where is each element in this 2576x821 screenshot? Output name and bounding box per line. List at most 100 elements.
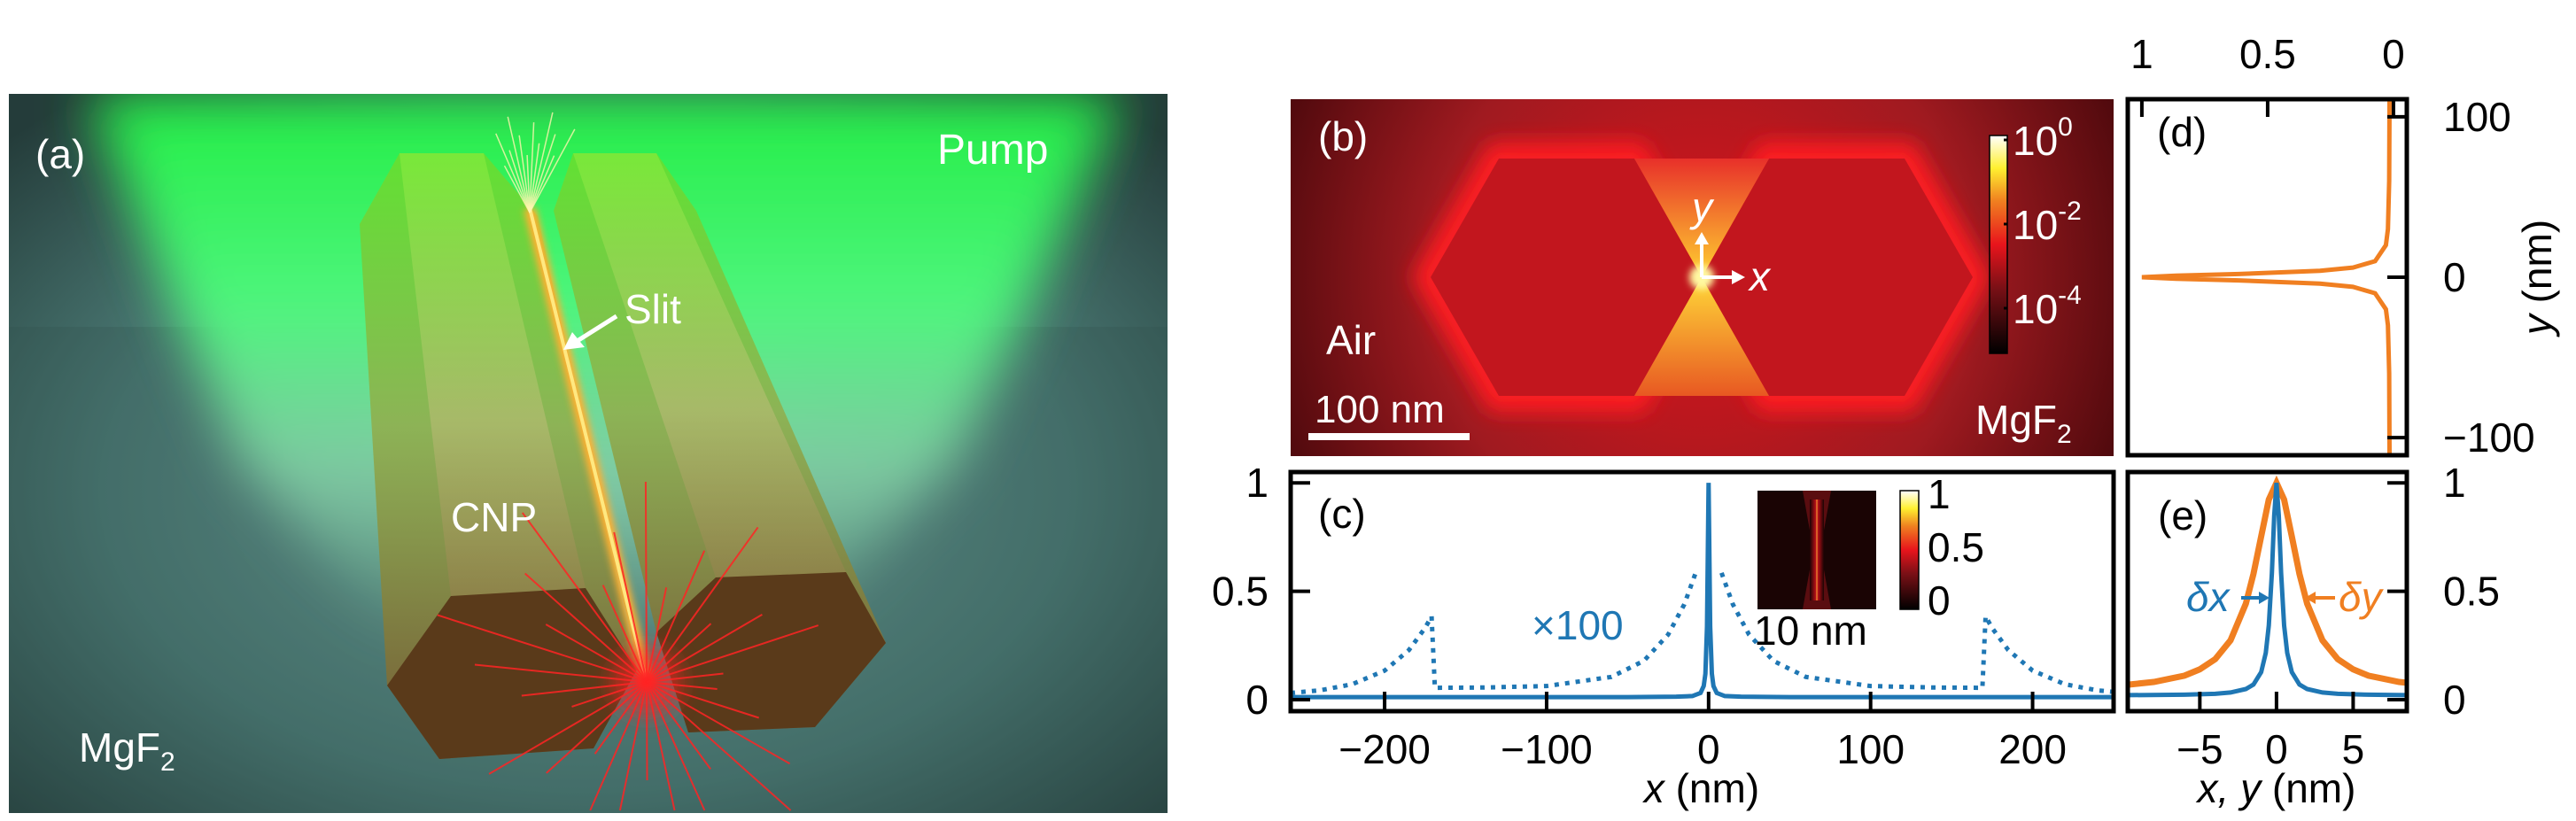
sparkle-ray <box>507 116 531 213</box>
colorbar-ticks: 100 10-2 10-4 <box>2004 112 2082 332</box>
sparkle-ray <box>529 128 576 213</box>
emission-ray <box>589 681 648 811</box>
sparkle-ray <box>529 155 555 213</box>
inset-colorbar-tick-label: 0.5 <box>1928 524 1984 570</box>
emission-ray <box>646 526 759 683</box>
emission-ray <box>646 681 759 719</box>
panel-label-e: (e) <box>2158 492 2207 538</box>
slit-line <box>528 207 648 683</box>
x-tick-label: 200 <box>1998 726 2067 772</box>
emission-ray <box>594 681 648 755</box>
emission-ray <box>601 585 648 683</box>
emission-ray <box>488 681 648 775</box>
x-tick-label: −100 <box>1501 726 1593 772</box>
substrate-label-a: MgF2 <box>79 724 175 777</box>
sparkle-ray <box>495 133 531 213</box>
y-arrow-head <box>1695 232 1709 244</box>
scalebar-label: 100 nm <box>1315 388 1445 431</box>
inset-colorbar <box>1899 490 1920 610</box>
delta-y-label: δy <box>2339 574 2385 620</box>
x-tick-label: 0 <box>2382 31 2405 77</box>
emission-ray <box>646 623 712 683</box>
emission-ray <box>524 572 648 683</box>
panel-label-d: (d) <box>2157 109 2207 155</box>
emission-ray <box>613 531 648 683</box>
delta-x-label: δx <box>2186 574 2231 620</box>
sparkle-ray <box>503 165 531 213</box>
x-tick-label: 0 <box>1697 726 1720 772</box>
y-tick-label: 1 <box>2443 460 2466 506</box>
emission-ray <box>646 681 676 811</box>
slit-gap-top <box>1634 159 1769 277</box>
scalebar <box>1308 433 1470 440</box>
panel-label-b: (b) <box>1318 113 1368 159</box>
emission-ray <box>521 681 648 697</box>
panel-label-c: (c) <box>1318 491 1366 537</box>
x-axis-label: x, y (nm) <box>2196 765 2356 811</box>
emission-ray <box>474 663 648 683</box>
y-tick-label: 0 <box>2443 677 2466 723</box>
series-solid-profile <box>1291 483 2114 700</box>
axis-x-label: x <box>1748 253 1772 299</box>
x-tick-label: −200 <box>1338 726 1431 772</box>
cnp-label: CNP <box>451 494 537 540</box>
sparkle-ray <box>526 155 531 213</box>
colorbar-tick-label: 10-2 <box>2013 197 2082 248</box>
inset-colorbar-tick-label: 1 <box>1928 471 1951 517</box>
emission-ray <box>646 681 792 811</box>
slit-arrow-line <box>574 314 618 345</box>
emission-ray <box>646 681 706 811</box>
y-axis-label: y (nm) <box>2514 220 2560 337</box>
cnp-right-end-face <box>656 572 886 732</box>
series-delta-x <box>2127 483 2408 698</box>
cnp-left-facet <box>400 153 586 596</box>
series-dotted-x100 <box>1290 571 1698 695</box>
emission-ray <box>545 623 648 683</box>
y-tick-label: 0.5 <box>2443 569 2500 615</box>
emission-ray <box>646 681 711 770</box>
y-tick-label: 0.5 <box>1212 569 1269 615</box>
x-tick-label: 0.5 <box>2239 31 2296 77</box>
slit-label: Slit <box>625 286 681 332</box>
right-nanoprism <box>1702 159 1973 396</box>
emission-ray <box>646 681 648 781</box>
emission-ray <box>437 614 648 683</box>
emission-ray <box>646 672 724 683</box>
slit-gap-bottom <box>1634 277 1769 396</box>
y-tick-label: 1 <box>1245 460 1269 506</box>
x-tick-label: 1 <box>2130 31 2153 77</box>
emission-ray <box>646 587 668 683</box>
series-profile-y <box>2141 98 2392 456</box>
sparkle-ray <box>529 112 554 213</box>
sparkle-rays <box>495 112 576 213</box>
y-tick-label: −100 <box>2443 414 2535 461</box>
delta-x-arrowhead <box>2259 592 2270 604</box>
emission-ray <box>646 550 706 683</box>
emission-ray <box>521 512 648 683</box>
panel-label-a: (a) <box>35 131 85 177</box>
sparkle-ray <box>529 143 540 213</box>
emission-ray <box>546 681 648 774</box>
x-axis-label: x (nm) <box>1642 765 1759 811</box>
emission-ray <box>571 681 648 708</box>
panel-b-field-map: y x (b) Air 100 nm MgF2 100 10-2 10-4 <box>1291 99 2114 456</box>
x-tick-label: −5 <box>2176 726 2223 772</box>
x-tick-label: 0 <box>2265 726 2288 772</box>
emission-ray <box>618 681 648 811</box>
x-tick-label: 5 <box>2342 726 2365 772</box>
emission-ray <box>646 681 791 765</box>
inset-colorbar-tick-label: 0 <box>1928 577 1951 623</box>
delta-y-arrowhead <box>2305 592 2316 604</box>
panel-a-illustration: (a) Pump Slit CNP MgF2 <box>9 94 1168 813</box>
sparkle-ray <box>508 150 531 213</box>
air-label: Air <box>1326 317 1376 363</box>
sparkle-ray <box>529 134 556 213</box>
plot-frame <box>1288 469 2116 714</box>
emission-rays <box>437 481 819 811</box>
colorbar-tick-label: 10-4 <box>2013 281 2082 332</box>
panel-c-plot: 1 0.5 0 10 nm ×100 −200 −100 0 100 200 0 0.5 1 (c) x (… <box>1212 460 2116 811</box>
pump-label: Pump <box>937 127 1048 174</box>
axis-y-label: y <box>1689 184 1715 230</box>
